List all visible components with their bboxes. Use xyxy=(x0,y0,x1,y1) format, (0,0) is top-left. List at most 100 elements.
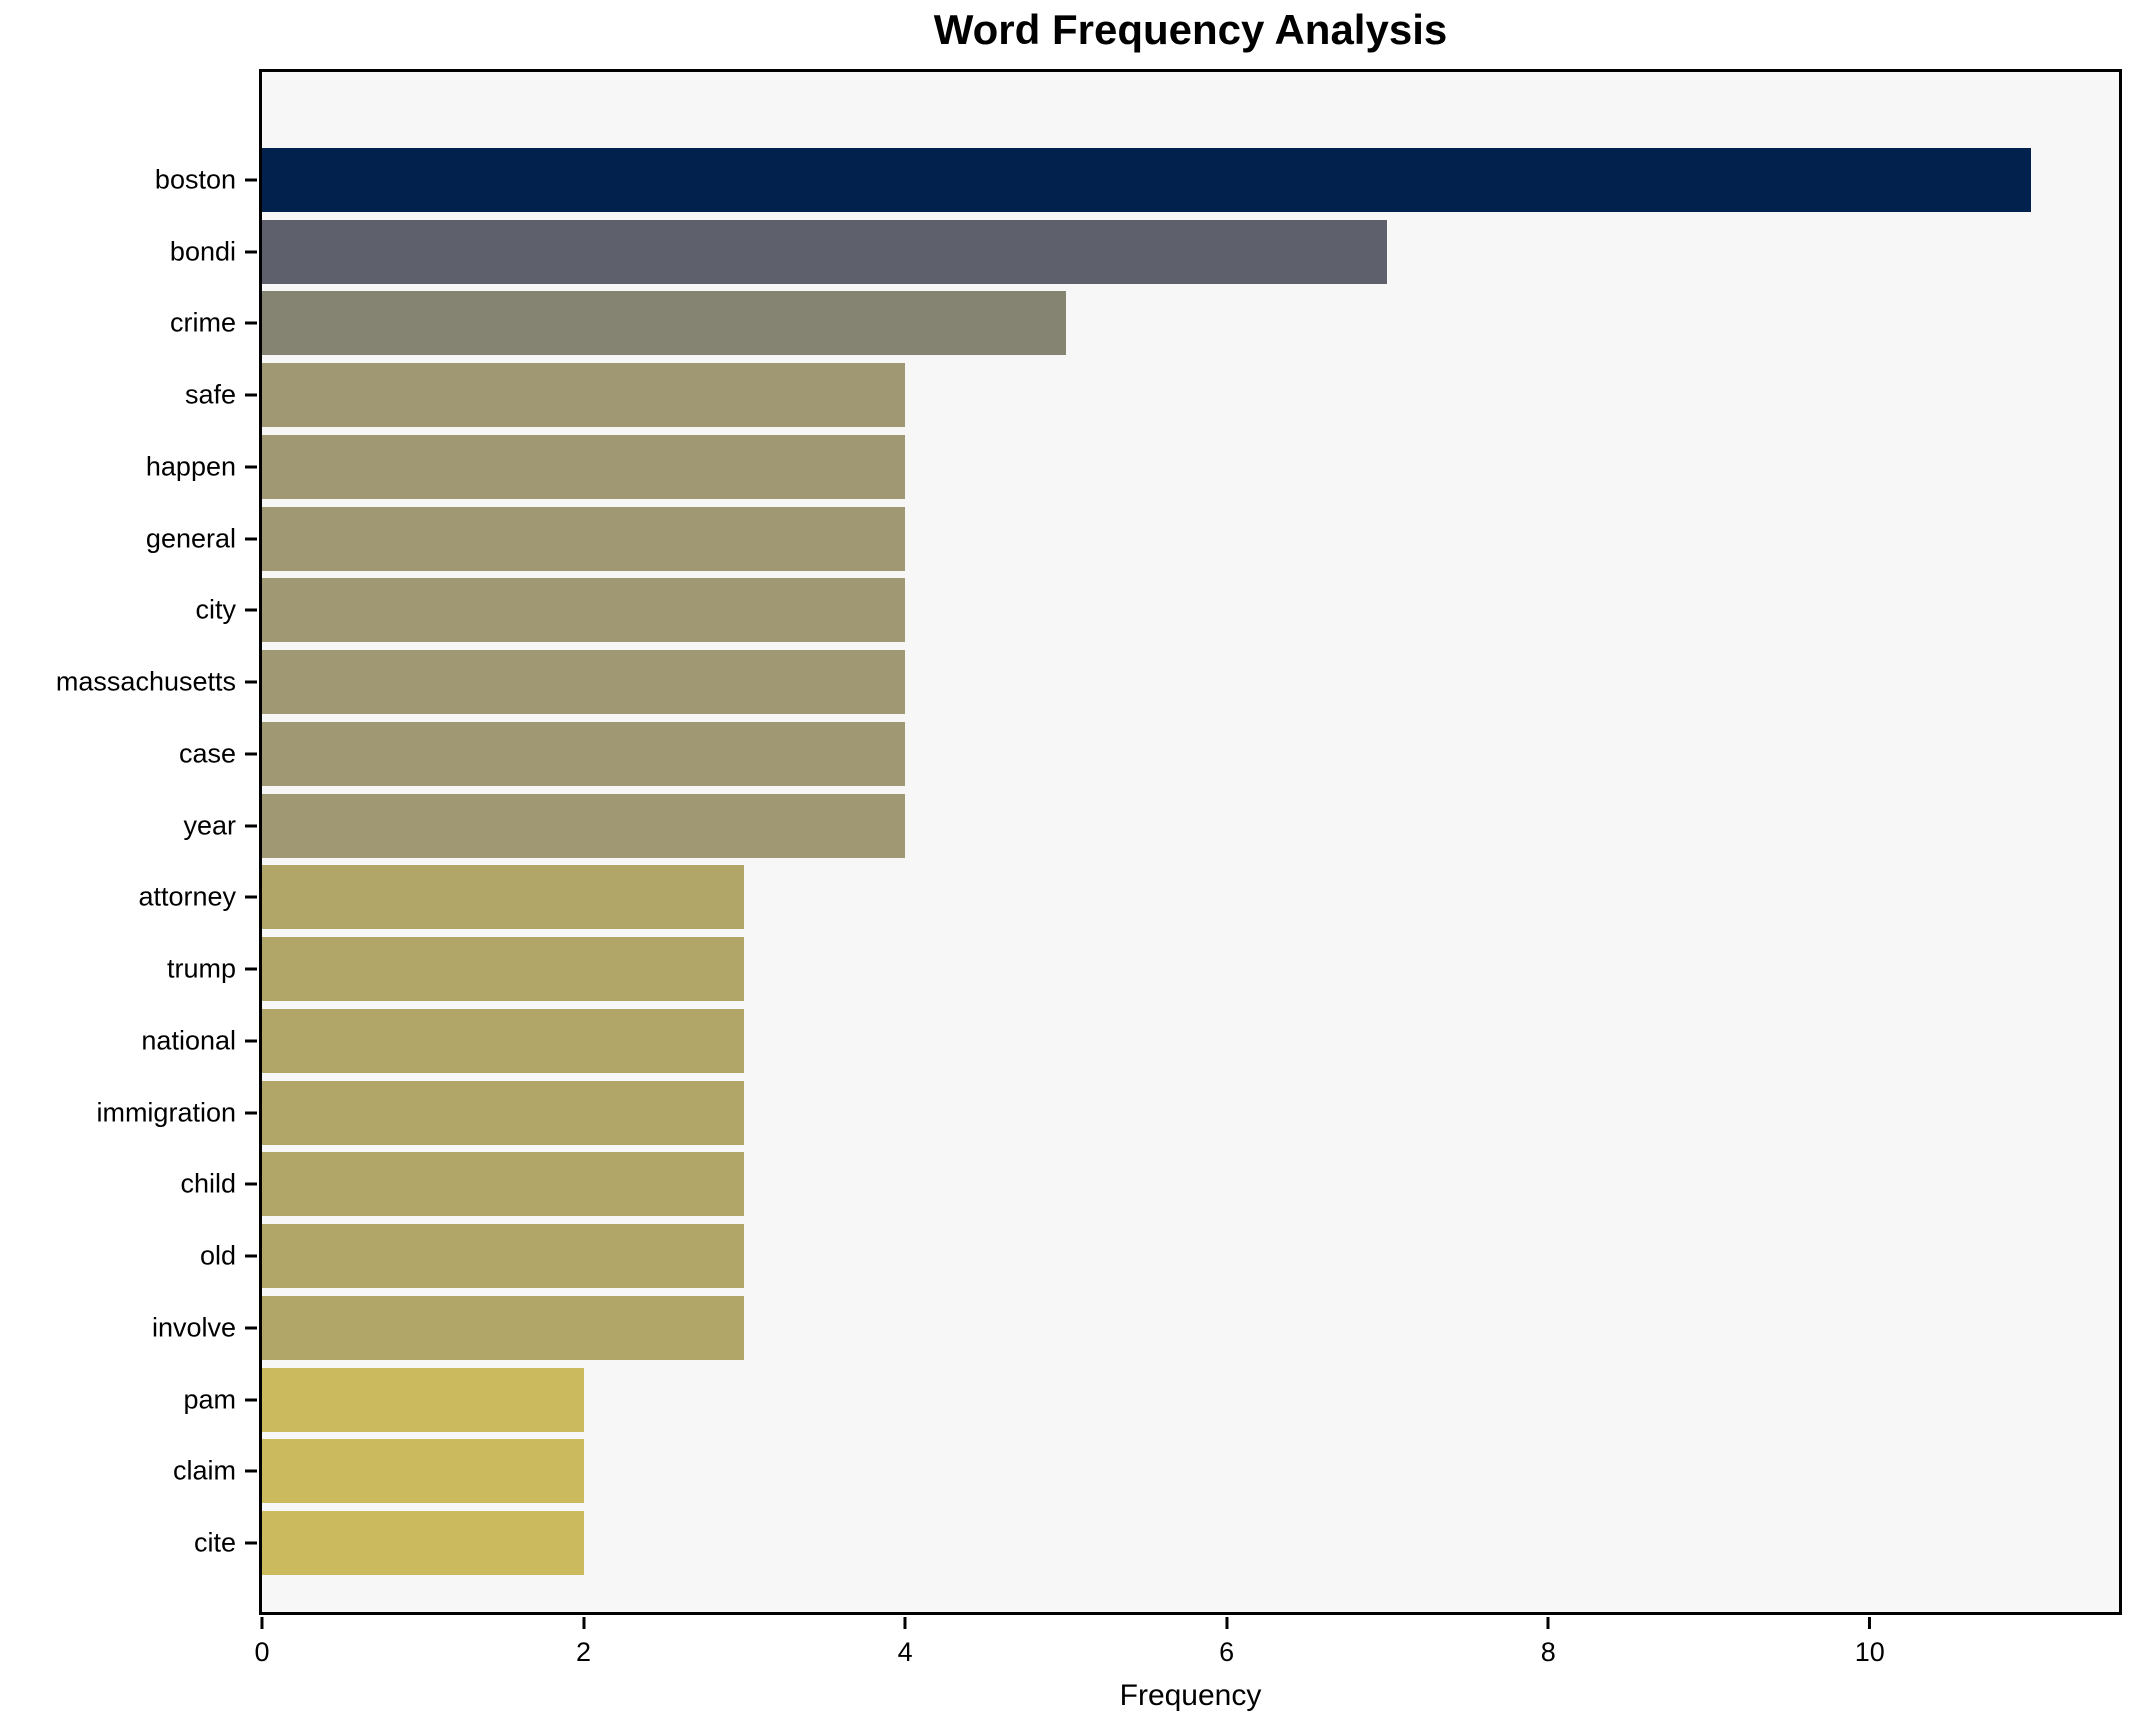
y-axis-label-year: year xyxy=(183,810,236,841)
plot-area: boston bondi crime safe happen general city mas… xyxy=(56,69,2122,1615)
chart-title: Word Frequency Analysis xyxy=(933,6,1448,53)
x-tick-label: 0 xyxy=(254,1637,270,1667)
bar-row-claim: claim xyxy=(173,1436,2119,1508)
y-axis-label-national: national xyxy=(141,1025,236,1056)
x-tick-label: 8 xyxy=(1540,1637,1556,1667)
y-tick-mark xyxy=(245,895,257,899)
x-tick-4: 4 xyxy=(898,1617,913,1668)
bar-national xyxy=(262,1008,745,1073)
bar-old xyxy=(262,1224,745,1289)
bar-row-crime: crime xyxy=(170,288,2119,360)
y-axis-label-safe: safe xyxy=(184,379,236,410)
bar-row-immigration: immigration xyxy=(96,1077,2119,1149)
bar-case xyxy=(262,721,906,786)
x-tick-6: 6 xyxy=(1219,1617,1234,1668)
y-axis-label-crime: crime xyxy=(170,307,236,338)
bar-row-trump: trump xyxy=(167,933,2119,1005)
x-tick-mark xyxy=(1868,1617,1872,1629)
bar-attorney xyxy=(262,865,745,930)
bar-year xyxy=(262,793,906,858)
bar-involve xyxy=(262,1295,745,1360)
y-axis-label-city: city xyxy=(195,594,237,625)
bar-row-general: general xyxy=(146,503,2119,575)
y-axis-label-boston: boston xyxy=(154,164,236,195)
bar-row-old: old xyxy=(200,1220,2119,1292)
y-tick-mark xyxy=(245,680,257,684)
bar-row-boston: boston xyxy=(155,144,2119,216)
bar-general xyxy=(262,506,906,571)
x-tick-label: 2 xyxy=(576,1637,592,1667)
bars-container: boston bondi crime safe happen general city mas… xyxy=(56,72,2119,1612)
x-axis: 0 2 4 6 8 10 xyxy=(254,1617,2119,1687)
y-tick-mark xyxy=(245,1039,257,1043)
bar-row-safe: safe xyxy=(185,359,2119,431)
x-tick-mark xyxy=(1225,1617,1229,1629)
bar-row-bondi: bondi xyxy=(170,216,2119,288)
x-tick-8: 8 xyxy=(1541,1617,1556,1668)
y-tick-mark xyxy=(245,178,257,182)
x-tick-mark xyxy=(903,1617,907,1629)
y-tick-mark xyxy=(245,1541,257,1545)
y-axis-label-child: child xyxy=(180,1168,236,1199)
bar-cite xyxy=(262,1511,584,1576)
bar-row-national: national xyxy=(141,1005,2119,1077)
y-tick-mark xyxy=(245,1398,257,1402)
x-tick-mark xyxy=(260,1617,264,1629)
y-axis-label-old: old xyxy=(199,1240,236,1271)
bar-row-child: child xyxy=(180,1149,2119,1221)
bar-row-city: city xyxy=(196,575,2119,647)
x-tick-10: 10 xyxy=(1855,1617,1885,1668)
y-axis-label-attorney: attorney xyxy=(138,881,236,912)
bar-crime xyxy=(262,291,1066,356)
bar-boston xyxy=(262,147,2031,212)
bar-row-attorney: attorney xyxy=(138,862,2119,934)
y-axis-label-involve: involve xyxy=(151,1312,236,1343)
x-tick-mark xyxy=(1546,1617,1550,1629)
bar-row-massachusetts: massachusetts xyxy=(56,646,2119,718)
y-axis-label-case: case xyxy=(178,738,236,769)
bar-safe xyxy=(262,363,906,428)
x-tick-0: 0 xyxy=(254,1617,270,1668)
y-tick-mark xyxy=(245,321,257,325)
bar-bondi xyxy=(262,219,1388,284)
x-tick-label: 10 xyxy=(1854,1637,1885,1667)
bar-row-happen: happen xyxy=(146,431,2119,503)
bar-row-involve: involve xyxy=(152,1292,2119,1364)
y-tick-mark xyxy=(245,608,257,612)
bar-row-case: case xyxy=(179,718,2119,790)
bar-claim xyxy=(262,1439,584,1504)
bar-pam xyxy=(262,1367,584,1432)
x-tick-label: 4 xyxy=(897,1637,913,1667)
y-tick-mark xyxy=(245,824,257,828)
x-tick-mark xyxy=(582,1617,586,1629)
y-tick-mark xyxy=(245,537,257,541)
y-tick-mark xyxy=(245,1326,257,1330)
bar-massachusetts xyxy=(262,650,906,715)
bar-immigration xyxy=(262,1080,745,1145)
y-axis-label-claim: claim xyxy=(172,1455,236,1486)
y-tick-mark xyxy=(245,1182,257,1186)
bar-happen xyxy=(262,434,906,499)
y-tick-mark xyxy=(245,752,257,756)
y-axis-label-massachusetts: massachusetts xyxy=(55,666,236,697)
y-tick-mark xyxy=(245,1254,257,1258)
y-axis-label-bondi: bondi xyxy=(169,236,236,267)
y-axis-label-trump: trump xyxy=(166,953,236,984)
y-axis-label-pam: pam xyxy=(183,1384,236,1415)
x-axis-title: Frequency xyxy=(1119,1679,1262,1712)
bar-row-year: year xyxy=(183,790,2119,862)
y-tick-mark xyxy=(245,393,257,397)
y-tick-mark xyxy=(245,1469,257,1473)
y-axis-label-general: general xyxy=(145,523,236,554)
bar-row-pam: pam xyxy=(183,1364,2119,1436)
y-axis-label-cite: cite xyxy=(193,1527,236,1558)
y-tick-mark xyxy=(245,967,257,971)
y-tick-mark xyxy=(245,465,257,469)
bar-child xyxy=(262,1152,745,1217)
bar-city xyxy=(262,578,906,643)
y-axis-label-immigration: immigration xyxy=(96,1097,236,1128)
y-axis-label-happen: happen xyxy=(145,451,236,482)
y-tick-mark xyxy=(245,1111,257,1115)
y-tick-mark xyxy=(245,250,257,254)
bar-row-cite: cite xyxy=(194,1507,2119,1579)
